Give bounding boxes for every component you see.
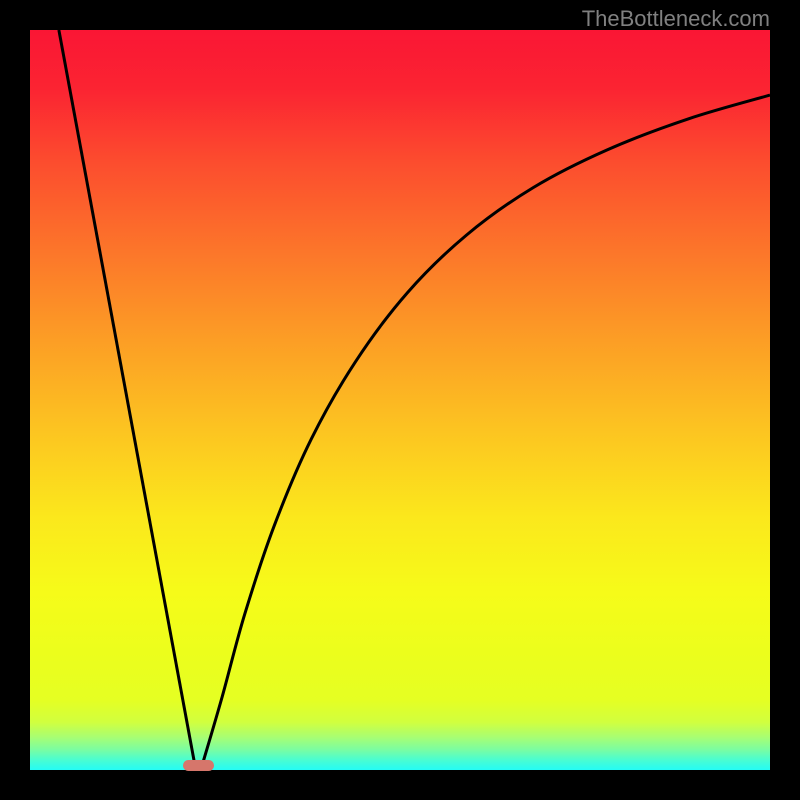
chart-container: TheBottleneck.com: [0, 0, 800, 800]
minimum-marker: [183, 760, 214, 772]
plot-area: [30, 30, 770, 770]
curve-line: [30, 30, 770, 770]
watermark-text: TheBottleneck.com: [582, 6, 770, 32]
